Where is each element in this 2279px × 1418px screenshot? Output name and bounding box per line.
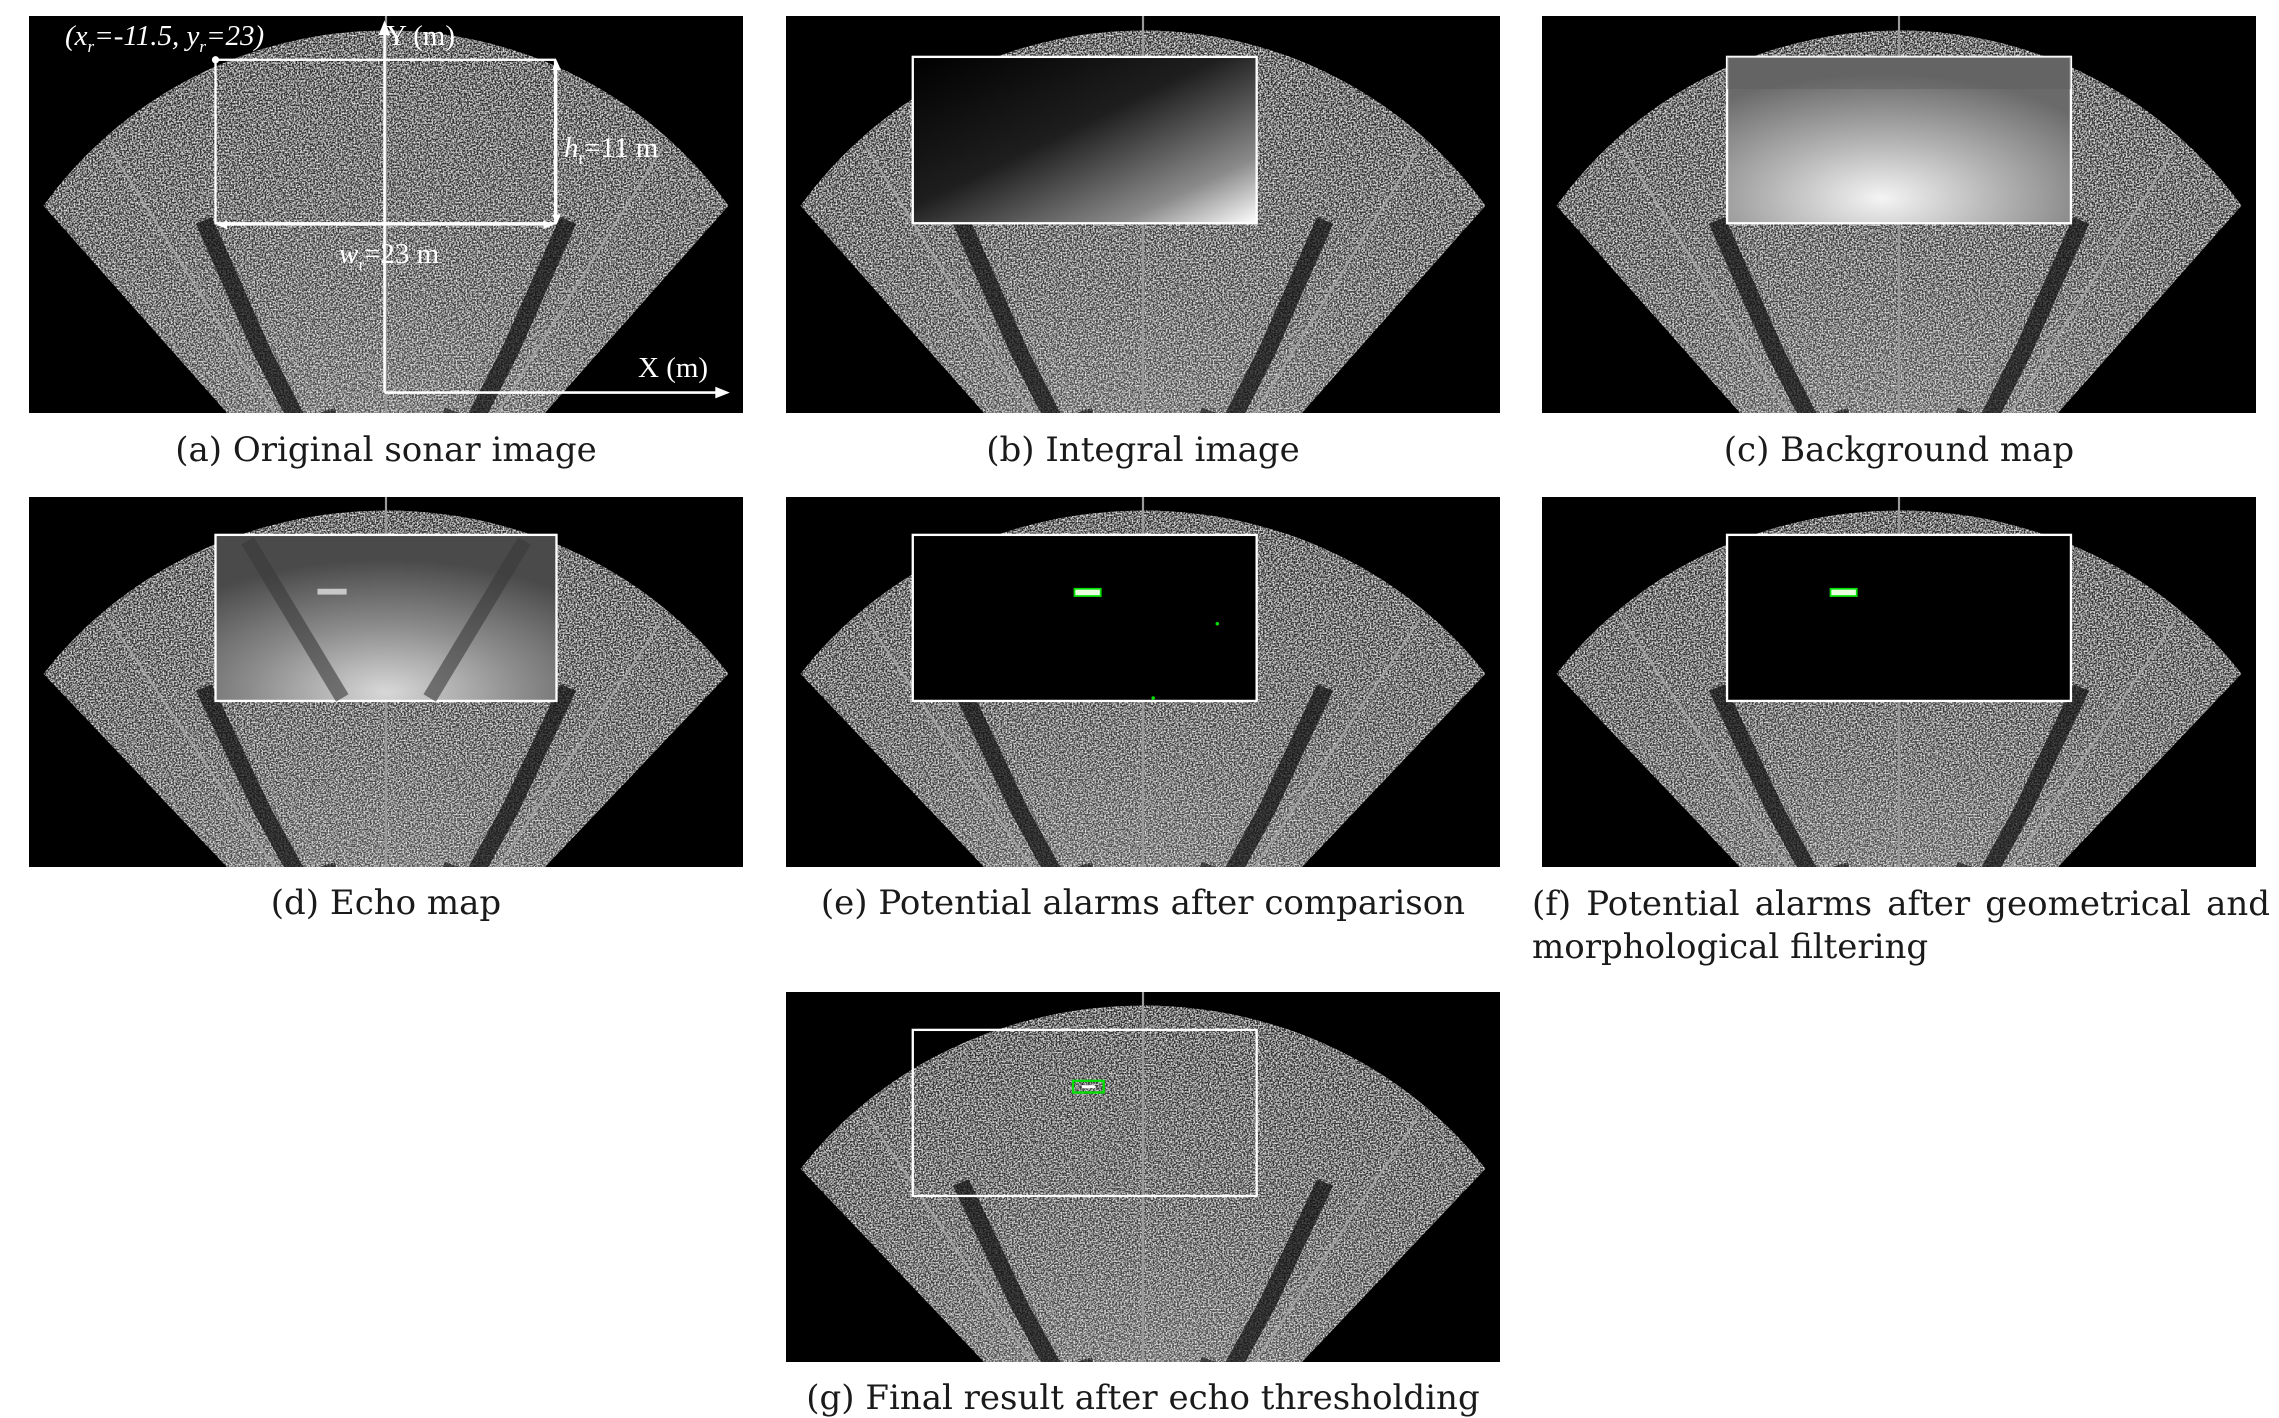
corner-coordinate-label: (xr=-11.5, yr=23) — [65, 20, 265, 56]
panel-g-final-result — [786, 992, 1500, 1362]
width-label: wr=23 m — [339, 238, 440, 274]
detection-box — [1071, 1079, 1105, 1094]
panel-b-image — [786, 16, 1500, 413]
caption-g: (g) Final result after echo thresholding — [806, 1378, 1480, 1418]
panel-b-integral-image — [786, 16, 1500, 413]
caption-f: (f) Potential alarms after geometrical a… — [1532, 883, 2270, 969]
x-axis-label: X (m) — [638, 352, 709, 384]
panel-e-image — [786, 497, 1500, 867]
panel-d-echo-map — [29, 497, 743, 867]
panel-c-image — [1542, 16, 2256, 413]
panel-a-original-sonar: (xr=-11.5, yr=23) Y (m) X (m) hr=11 m wr… — [29, 16, 743, 413]
roi-alarm-overlay — [911, 533, 1258, 703]
caption-b: (b) Integral image — [986, 430, 1300, 470]
y-axis-label: Y (m) — [386, 20, 455, 52]
panel-g-image — [786, 992, 1500, 1362]
panel-f-filtered-alarms — [1542, 497, 2256, 867]
roi-integral-overlay — [911, 55, 1258, 225]
alarm-blob-small — [1215, 621, 1220, 626]
caption-e: (e) Potential alarms after comparison — [820, 883, 1466, 923]
caption-c: (c) Background map — [1723, 430, 2075, 470]
caption-f-line1: (f) Potential alarms after geometrical a… — [1532, 884, 2270, 924]
roi-filtered-overlay — [1725, 533, 2073, 703]
panel-d-image — [29, 497, 743, 867]
panel-e-potential-alarms — [786, 497, 1500, 867]
alarm-blob-main — [1073, 587, 1102, 597]
caption-f-line2: morphological filtering — [1532, 927, 1929, 967]
echo-highlight — [317, 588, 347, 595]
alarm-blob-filtered — [1829, 587, 1858, 597]
caption-a: (a) Original sonar image — [175, 430, 597, 470]
roi-final-overlay — [911, 1028, 1258, 1198]
caption-d: (d) Echo map — [270, 883, 502, 923]
roi-echo-overlay — [214, 533, 558, 703]
panel-a-image — [29, 16, 743, 413]
panel-f-image — [1542, 497, 2256, 867]
panel-c-background-map — [1542, 16, 2256, 413]
height-label: hr=11 m — [564, 132, 659, 168]
roi-background-overlay — [1725, 55, 2073, 225]
